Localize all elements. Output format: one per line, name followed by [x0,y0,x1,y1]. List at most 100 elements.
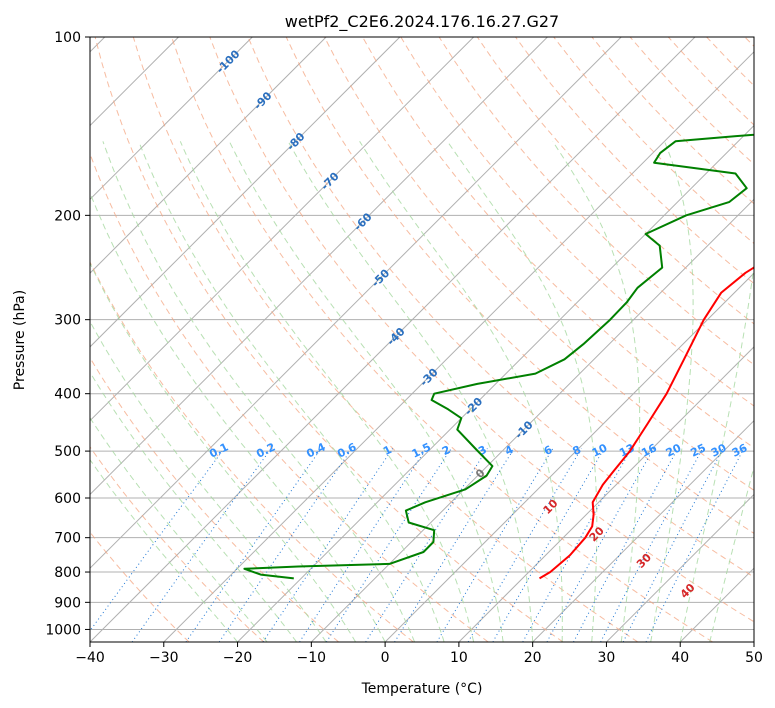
mixing-ratio-line [645,448,745,642]
isotherm-line [163,51,754,642]
y-axis-label: Pressure (hPa) [12,290,28,390]
mixing-ratio-label: 1.5 [410,440,433,460]
dry-adiabat-line [744,37,754,47]
moist-adiabat-label: 10 [541,497,561,517]
moist-adiabat-label: 40 [678,581,698,601]
mixing-ratio-label: 0.1 [207,440,230,460]
y-tick-label: 400 [54,387,81,403]
mixing-ratio-line [492,448,605,642]
moist-adiabat-line [90,320,327,642]
dry-adiabat-line [94,37,564,642]
y-tick-label: 600 [54,491,81,507]
isotherm-line [532,419,754,642]
mixing-ratio-label: 2 [440,443,453,458]
y-tick-label: 1000 [45,622,81,638]
dry-adiabat-line [171,37,713,642]
temperature-profile [538,266,754,580]
moist-adiabat-line [90,262,357,642]
x-tick-label: −10 [297,650,327,666]
mixing-ratio-line [325,448,452,642]
moist-adiabat-line [679,261,754,642]
x-tick-label: 50 [745,650,763,666]
mixing-ratio-line [185,448,322,642]
mixing-ratio-label: 25 [688,441,707,459]
x-tick-label: −30 [149,650,179,666]
y-tick-label: 900 [54,595,81,611]
mixing-ratio-line [467,448,582,642]
mixing-ratio-line [573,448,679,642]
isotherm-label: -20 [462,395,485,418]
mixing-ratio-line [131,448,272,642]
mixing-ratio-label: 10 [590,441,610,460]
moist-adiabat-line [552,141,641,642]
y-tick-label: 100 [54,30,81,46]
isotherm-line [310,198,754,642]
mixing-ratio-label: 36 [730,441,750,460]
mixing-ratio-label: 1 [381,443,394,458]
mixing-ratio-line [622,448,724,642]
mixing-ratio-line [218,448,353,642]
dry-adiabat-line [515,37,754,285]
mixing-ratio-label: 0.6 [335,440,359,460]
mixing-ratio-line [262,448,394,642]
dry-adiabat-line [90,531,190,642]
isotherm-label: -90 [251,89,274,112]
x-tick-label: 10 [450,650,468,666]
dry-adiabat-line [476,37,754,325]
x-tick-label: 40 [671,650,689,666]
isotherm-line [237,124,754,642]
moist-adiabat-line [650,141,694,642]
y-tick-label: 500 [54,444,81,460]
background-lines [90,37,754,642]
moist-adiabat-line [138,141,445,642]
moist-adiabat-label: 20 [587,524,607,544]
x-tick-label: 20 [524,650,542,666]
plot-frame [89,36,755,643]
dry-adiabat-line [323,37,754,491]
dry-adiabat-line [90,356,339,642]
mixing-ratio-label: 30 [709,441,729,460]
dry-adiabat-line [209,37,754,623]
isotherm-line [458,346,754,642]
moist-adiabat-line [102,141,416,642]
isotherm-label: -80 [284,130,307,153]
isotherm-line [90,37,253,201]
y-tick-label: 200 [54,208,81,224]
y-tick-label: 700 [54,531,81,547]
moist-adiabat-line [359,141,563,642]
dry-adiabat-line [591,37,754,205]
moist-adiabat-line [90,191,386,642]
mixing-ratio-line [394,448,515,642]
mixing-ratio-label: 4 [503,443,516,458]
x-tick-label: 0 [381,650,390,666]
x-axis-label: Temperature (°C) [361,681,483,697]
isotherm-line [753,641,754,642]
moist-adiabat-line [709,465,754,642]
isotherm-label: -10 [512,418,535,441]
dry-adiabat-line [90,260,414,642]
background-line-labels: 0.1 0.2 0.4 0.6 1 1.5 2 3 4 6 8 10 13 16 20 25 30 36-100-… [207,47,749,601]
x-tick-label: −40 [75,650,105,666]
moist-adiabat-line [90,458,238,642]
y-tick-label: 300 [54,313,81,329]
dry-adiabat-line [706,37,754,87]
dry-adiabat-line [132,37,639,642]
mixing-ratio-label: 20 [664,441,684,460]
y-axis-ticks: 100 200 300 400 500 600 700 800 900 1000 [45,30,90,638]
isotherm-line [90,37,327,274]
profile-lines [243,133,754,580]
isotherm-line [90,37,401,348]
moist-adiabat-line [228,141,504,642]
isotherm-line [90,37,622,569]
isotherm-line [90,37,696,642]
isotherm-line [90,37,548,496]
dry-adiabat-line [285,37,754,535]
moist-adiabat-line [287,141,534,642]
dry-adiabat-line [629,37,754,165]
chart-title: wetPf2_C2E6.2024.176.16.27.G27 [285,12,559,32]
y-tick-label: 800 [54,565,81,581]
x-tick-label: 30 [598,650,616,666]
moist-adiabat-label: 30 [634,551,654,571]
dry-adiabat-line [667,37,754,126]
mixing-ratio-label: 13 [617,441,636,459]
